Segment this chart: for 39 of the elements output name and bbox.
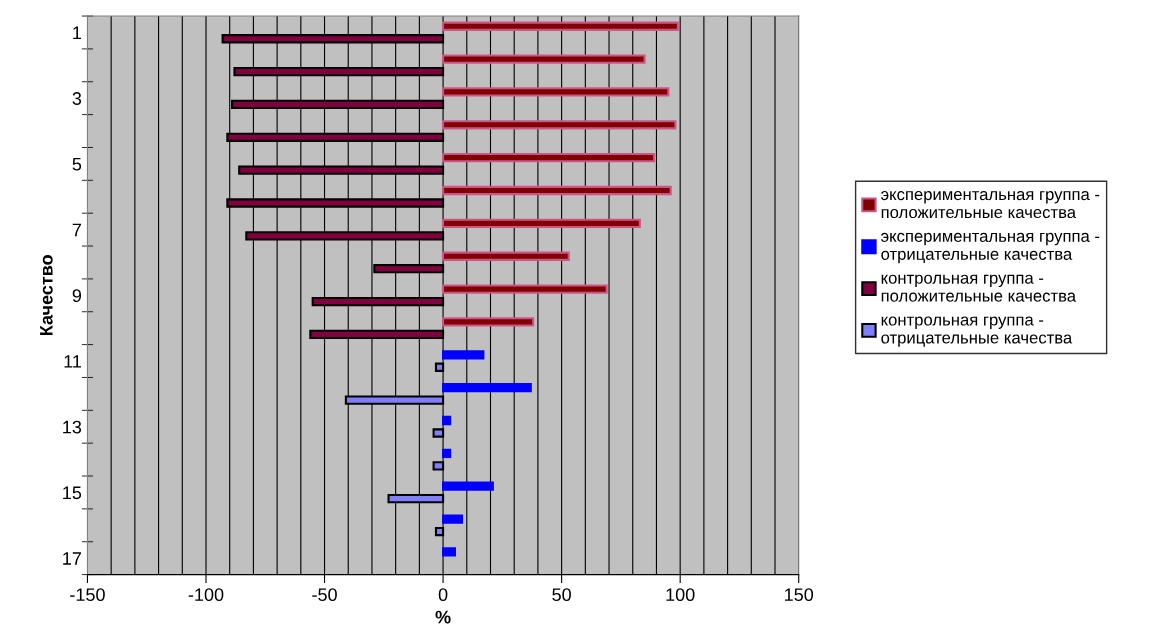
bar [442, 284, 608, 294]
x-axis-title: % [435, 610, 451, 624]
x-tick-label: -50 [312, 588, 337, 602]
y-tick-label: 5 [72, 158, 82, 171]
y-axis-title: Качество [40, 255, 53, 336]
x-tick-label: -150 [70, 588, 105, 602]
bar [442, 153, 656, 163]
bar [442, 120, 677, 130]
y-tick-label: 1 [73, 26, 82, 40]
x-tick-label: 0 [438, 588, 448, 602]
bar [442, 350, 485, 360]
x-tick-label: 150 [785, 588, 814, 602]
bar [442, 481, 494, 491]
legend-label: контрольная группа - отрицательные качества [881, 316, 1073, 347]
bar [442, 21, 679, 31]
x-tick-label: 50 [552, 588, 571, 602]
bar [442, 448, 452, 459]
bar [442, 317, 535, 327]
y-tick-label: 17 [63, 552, 81, 565]
x-tick-label: 100 [666, 588, 695, 602]
x-tick-label: -100 [188, 588, 224, 602]
legend-label: контрольная группа - положительные качества [881, 274, 1077, 302]
y-tick-label: 13 [63, 420, 82, 434]
bar [442, 415, 452, 426]
bar [442, 547, 456, 557]
y-tick-label: 11 [64, 355, 82, 368]
y-tick-label: 15 [63, 486, 82, 500]
bar [442, 218, 641, 229]
bar [442, 185, 672, 196]
bar [442, 382, 532, 393]
legend-label: экспериментальная группа - отрицательные качества [881, 232, 1100, 264]
bar [442, 54, 646, 64]
y-tick-label: 7 [72, 223, 81, 237]
legend-label: экспериментальная группа - положительные качества [881, 191, 1100, 219]
y-tick-label: 9 [72, 289, 82, 303]
bar [442, 514, 464, 524]
bar [442, 87, 670, 97]
y-tick-label: 3 [72, 92, 82, 105]
bar [442, 251, 570, 261]
